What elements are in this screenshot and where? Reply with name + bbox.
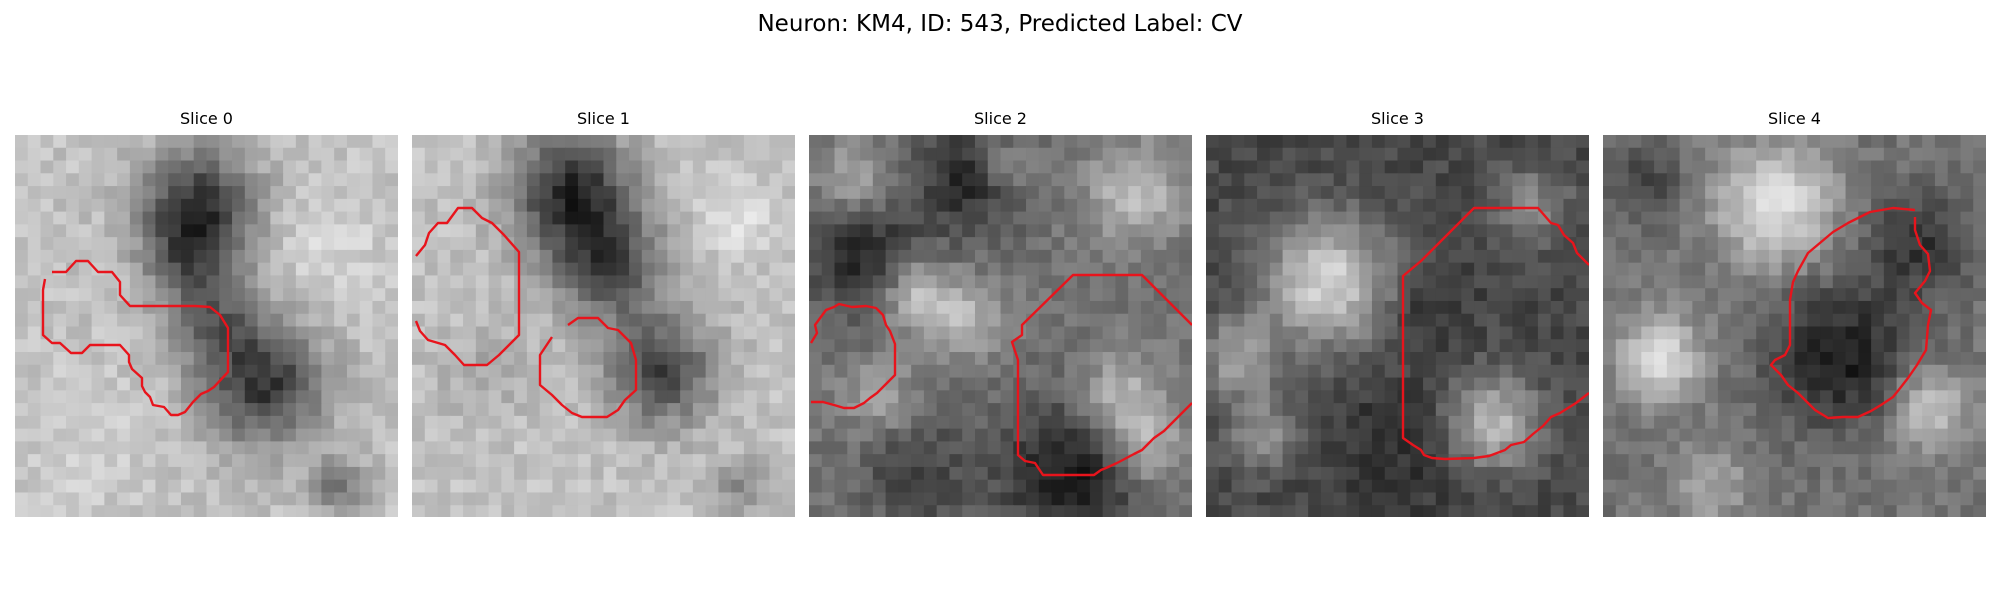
pixel-grid — [809, 135, 1192, 517]
pixel-grid — [412, 135, 795, 517]
roi-contour — [41, 259, 230, 417]
slice-4-title: Slice 4 — [1768, 109, 1821, 128]
roi-contour — [1401, 206, 1589, 461]
slice-0-title: Slice 0 — [180, 109, 233, 128]
slice-1-image — [412, 135, 795, 517]
pixel-grid — [1206, 135, 1589, 517]
roi-contour — [1010, 273, 1192, 477]
slice-3-title: Slice 3 — [1371, 109, 1424, 128]
slice-2-image — [809, 135, 1192, 517]
slice-3-image — [1206, 135, 1589, 517]
pixel-grid — [15, 135, 398, 517]
slice-2-title: Slice 2 — [974, 109, 1027, 128]
figure-title: Neuron: KM4, ID: 543, Predicted Label: C… — [757, 11, 1243, 37]
roi-contour — [809, 302, 897, 410]
slice-1-title: Slice 1 — [577, 109, 630, 128]
slice-0-image — [15, 135, 398, 517]
pixel-grid — [1603, 135, 1986, 517]
roi-contour — [414, 206, 521, 367]
slice-4-image — [1603, 135, 1986, 517]
roi-contour — [538, 316, 638, 419]
roi-contour — [1769, 206, 1933, 420]
